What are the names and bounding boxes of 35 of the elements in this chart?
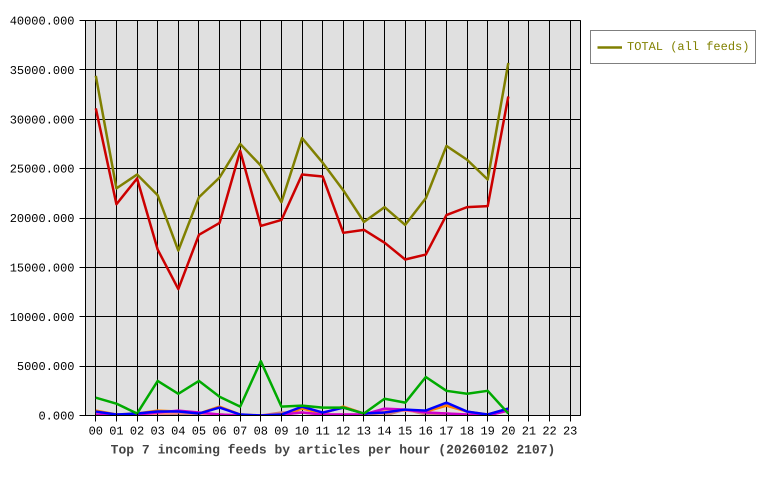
x-tick-label: 12 — [336, 424, 351, 438]
y-tick-label: 0.000 — [38, 410, 75, 424]
x-tick-label: 17 — [439, 424, 454, 438]
x-tick-label: 20 — [501, 424, 516, 438]
x-tick-label: 14 — [377, 424, 392, 438]
x-tick-label: 02 — [130, 424, 144, 438]
x-tick-label: 10 — [294, 424, 310, 438]
x-tick-label: 04 — [171, 424, 186, 438]
x-tick-label: 22 — [542, 424, 557, 438]
y-tick-label: 20000.000 — [10, 212, 74, 226]
x-tick-label: 05 — [192, 424, 206, 438]
x-tick-label: 23 — [562, 424, 578, 438]
x-tick-label: 11 — [315, 424, 330, 438]
y-tick-label: 35000.000 — [10, 64, 74, 78]
y-tick-label: 40000.000 — [10, 14, 74, 28]
x-tick-label: 15 — [398, 424, 412, 438]
legend-label: TOTAL (all feeds) — [627, 40, 750, 54]
x-tick-label: 00 — [88, 424, 104, 438]
x-tick-label: 03 — [150, 424, 165, 438]
y-tick-label: 15000.000 — [10, 261, 74, 276]
y-tick-label: 10000.000 — [10, 310, 74, 325]
y-tick-label: 30000.000 — [10, 113, 74, 128]
x-tick-label: 18 — [460, 424, 474, 438]
x-axis-title: Top 7 incoming feeds by articles per hour (20260102 2107) — [110, 442, 556, 458]
x-tick-label: 19 — [480, 424, 495, 438]
y-tick-label: 25000.000 — [10, 162, 74, 177]
x-tick-label: 01 — [109, 424, 124, 438]
x-tick-label: 07 — [232, 424, 248, 438]
x-tick-label: 08 — [254, 424, 268, 438]
x-tick-label: 16 — [418, 424, 434, 438]
y-tick-label: 5000.000 — [16, 360, 74, 374]
x-tick-label: 21 — [522, 424, 536, 438]
x-tick-label: 13 — [356, 424, 372, 438]
x-tick-label: 06 — [212, 424, 227, 438]
x-tick-label: 09 — [274, 424, 289, 438]
